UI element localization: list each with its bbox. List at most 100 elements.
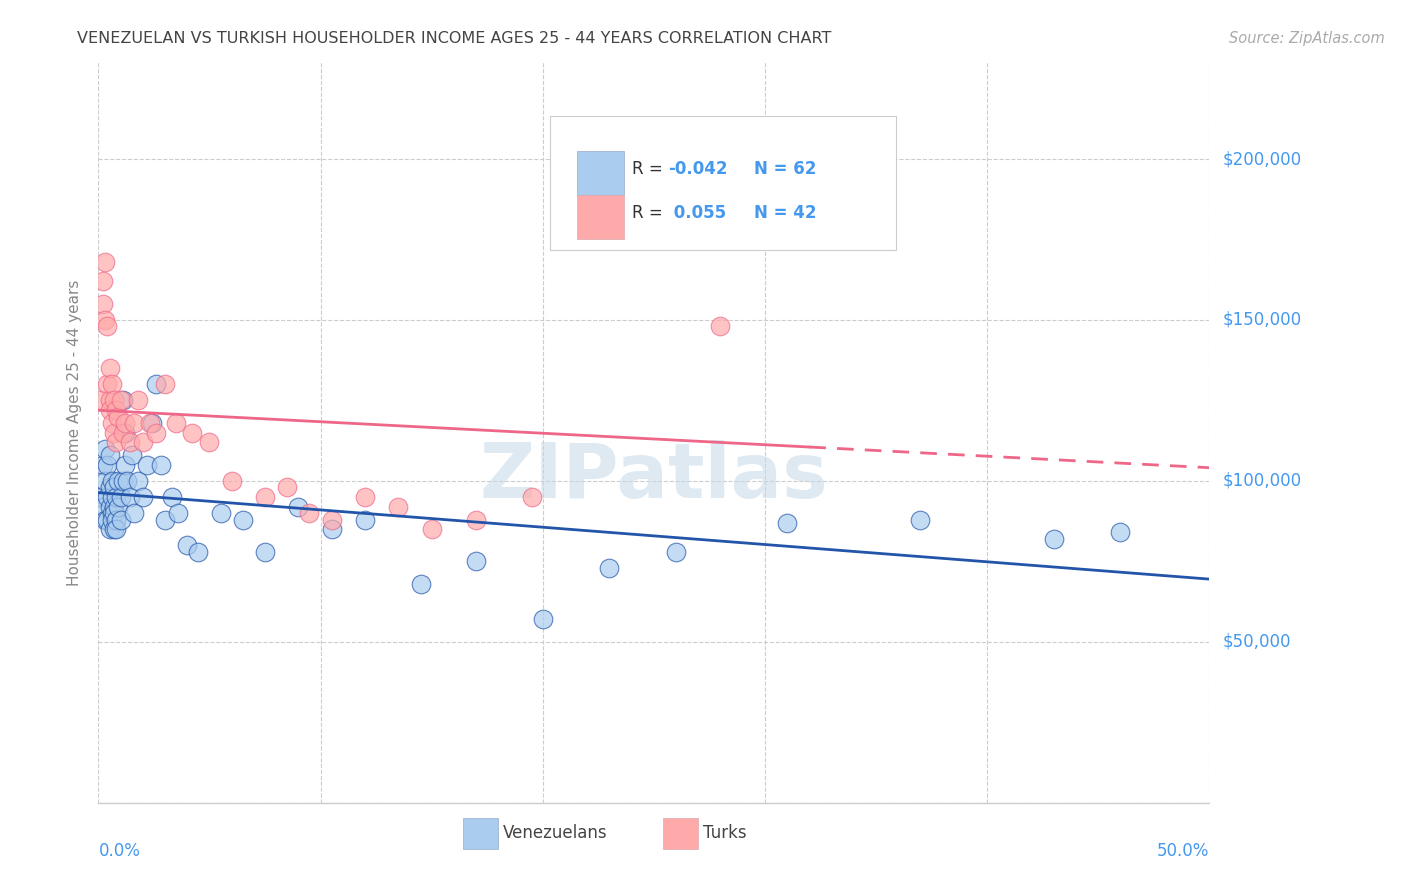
Text: -0.042: -0.042 [668, 161, 728, 178]
Point [98, 448, 121, 462]
Point [127, 393, 149, 408]
Point [107, 409, 129, 424]
Point [118, 435, 141, 450]
Point [105, 435, 128, 450]
Point [149, 458, 172, 472]
Point [298, 506, 321, 520]
Point [91, 297, 114, 311]
Point [122, 416, 145, 430]
Point [167, 506, 190, 520]
Point [103, 500, 125, 514]
Text: R =: R = [631, 161, 668, 178]
Point [110, 512, 132, 526]
Point [98, 480, 121, 494]
FancyBboxPatch shape [662, 818, 699, 848]
Point [465, 554, 488, 568]
Point [94, 512, 117, 526]
Point [100, 512, 122, 526]
Point [799, 232, 821, 246]
FancyBboxPatch shape [576, 195, 624, 239]
Point [1042, 532, 1064, 546]
Point [141, 416, 163, 430]
Point [165, 416, 187, 430]
Text: 0.0%: 0.0% [98, 842, 141, 860]
Text: Venezuelans: Venezuelans [503, 824, 607, 842]
Point [276, 480, 298, 494]
Point [409, 577, 432, 591]
Point [176, 538, 198, 552]
Point [98, 361, 121, 376]
Text: N = 62: N = 62 [754, 161, 815, 178]
Point [776, 516, 799, 530]
Text: N = 42: N = 42 [754, 204, 817, 222]
Point [198, 435, 221, 450]
Point [153, 377, 176, 392]
Text: $50,000: $50,000 [1223, 632, 1292, 651]
FancyBboxPatch shape [463, 818, 498, 848]
Point [107, 500, 129, 514]
Point [110, 490, 132, 504]
Text: Turks: Turks [703, 824, 747, 842]
Text: Source: ZipAtlas.com: Source: ZipAtlas.com [1229, 31, 1385, 46]
Point [117, 474, 139, 488]
Point [91, 458, 114, 472]
Point [105, 490, 128, 504]
Text: R =: R = [631, 204, 668, 222]
Point [98, 522, 121, 536]
Point [221, 474, 243, 488]
Point [138, 416, 160, 430]
Point [96, 319, 118, 334]
Point [465, 512, 488, 526]
Point [354, 490, 377, 504]
Point [253, 490, 276, 504]
Point [321, 512, 343, 526]
Point [910, 512, 932, 526]
Text: $200,000: $200,000 [1223, 150, 1302, 168]
Point [103, 522, 125, 536]
Point [253, 545, 276, 559]
Point [91, 274, 114, 288]
Point [94, 313, 117, 327]
Point [100, 416, 122, 430]
Point [100, 490, 122, 504]
Point [598, 561, 620, 575]
Point [287, 500, 309, 514]
Point [387, 500, 409, 514]
Point [90, 393, 112, 408]
Point [103, 393, 125, 408]
Text: $150,000: $150,000 [1223, 311, 1302, 329]
Point [105, 522, 128, 536]
Point [98, 393, 121, 408]
Point [209, 506, 232, 520]
Point [153, 512, 176, 526]
Point [94, 255, 117, 269]
Point [110, 393, 132, 408]
FancyBboxPatch shape [576, 151, 624, 194]
Point [127, 474, 149, 488]
Text: $100,000: $100,000 [1223, 472, 1302, 490]
Point [232, 512, 254, 526]
Text: ZIPatlas: ZIPatlas [479, 440, 828, 514]
Point [96, 512, 118, 526]
Point [96, 490, 118, 504]
Point [122, 506, 145, 520]
Point [111, 425, 134, 440]
Point [114, 425, 136, 440]
Point [98, 500, 121, 514]
Point [100, 474, 122, 488]
Point [709, 319, 731, 334]
Point [91, 500, 114, 514]
Point [145, 425, 167, 440]
Point [103, 506, 125, 520]
Point [114, 458, 136, 472]
Point [665, 545, 688, 559]
Point [98, 403, 121, 417]
Point [96, 377, 118, 392]
Point [145, 377, 167, 392]
Point [114, 416, 136, 430]
Text: 50.0%: 50.0% [1157, 842, 1209, 860]
Y-axis label: Householder Income Ages 25 - 44 years: Householder Income Ages 25 - 44 years [67, 279, 83, 586]
Point [420, 522, 443, 536]
Point [94, 474, 117, 488]
Point [531, 612, 554, 626]
